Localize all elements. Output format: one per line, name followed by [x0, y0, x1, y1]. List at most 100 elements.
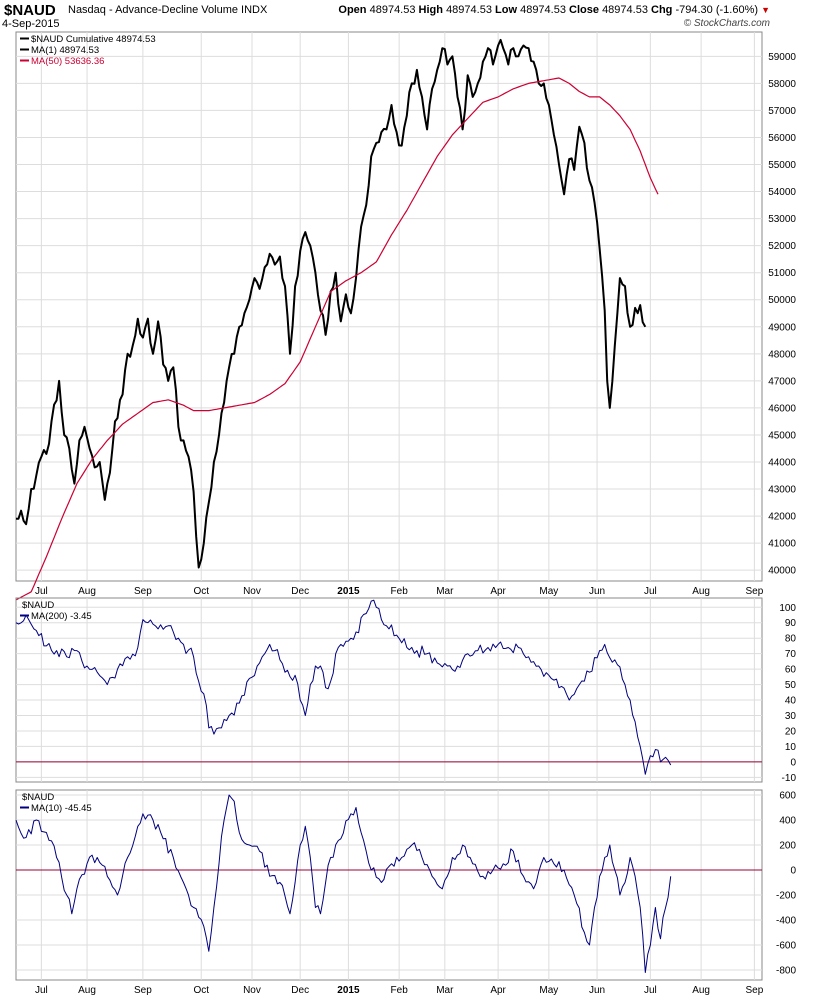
y-tick-label: 49000 — [768, 322, 796, 333]
legend-entry: MA(10) -45.45 — [31, 803, 92, 814]
down-arrow-icon: ▼ — [761, 5, 770, 15]
stockcharts-credit: © StockCharts.com — [683, 18, 770, 29]
close-value: 48974.53 — [602, 4, 648, 16]
y-tick-label: -10 — [782, 773, 797, 784]
series-line-ma-50- — [15, 77, 659, 601]
y-tick-label: 600 — [779, 791, 796, 802]
x-tick-label: Jul — [35, 985, 48, 996]
x-tick-label: Dec — [291, 985, 309, 996]
y-tick-label: 60 — [785, 665, 797, 676]
close-label: Close — [569, 4, 599, 16]
y-tick-label: 50000 — [768, 295, 796, 306]
y-tick-label: 10 — [785, 742, 797, 753]
x-tick-label: Jun — [589, 985, 605, 996]
open-label: Open — [338, 4, 367, 16]
y-tick-label: 400 — [779, 816, 796, 827]
x-tick-label: Apr — [490, 586, 506, 597]
series-line--naud-cumulative — [15, 38, 647, 569]
y-tick-label: 55000 — [768, 160, 796, 171]
chg-label: Chg — [651, 4, 673, 16]
legend-entry: MA(200) -3.45 — [31, 611, 92, 622]
y-tick-label: 46000 — [768, 403, 796, 414]
y-tick-label: 57000 — [768, 106, 796, 117]
y-tick-label: -600 — [776, 941, 796, 952]
y-tick-label: 0 — [790, 757, 796, 768]
x-tick-label: Aug — [78, 586, 96, 597]
legend-entry: $NAUD — [22, 600, 54, 611]
x-tick-label: Jun — [589, 586, 605, 597]
y-tick-label: 30 — [785, 711, 797, 722]
x-tick-label: Jul — [644, 985, 657, 996]
x-tick-label: Jul — [35, 586, 48, 597]
y-tick-label: 41000 — [768, 539, 796, 550]
x-tick-label: 2015 — [337, 586, 360, 597]
x-tick-label: May — [539, 985, 558, 996]
y-tick-label: 44000 — [768, 458, 796, 469]
legend-entry: MA(50) 53636.36 — [31, 56, 104, 67]
symbol-description: Nasdaq - Advance-Decline Volume INDX — [68, 4, 267, 16]
y-tick-label: 90 — [785, 618, 797, 629]
x-tick-label: Mar — [436, 985, 454, 996]
y-tick-label: 70 — [785, 649, 797, 660]
y-tick-label: 20 — [785, 726, 797, 737]
legend-entry: $NAUD — [22, 792, 54, 803]
symbol-title: $NAUD — [4, 2, 56, 19]
y-tick-label: 56000 — [768, 133, 796, 144]
x-tick-label: Sep — [134, 985, 152, 996]
x-tick-label: Dec — [291, 586, 309, 597]
x-tick-label: Sep — [745, 586, 763, 597]
x-tick-label: Jul — [644, 586, 657, 597]
x-tick-label: Feb — [391, 985, 409, 996]
exchange-text: INDX — [241, 4, 268, 16]
x-tick-label: Aug — [78, 985, 96, 996]
x-tick-label: Mar — [436, 586, 454, 597]
y-tick-label: -400 — [776, 916, 796, 927]
x-tick-label: Sep — [134, 586, 152, 597]
y-tick-label: 52000 — [768, 241, 796, 252]
y-tick-label: 50 — [785, 680, 797, 691]
chart-date: 4-Sep-2015 — [2, 18, 60, 30]
y-tick-label: 42000 — [768, 512, 796, 523]
y-tick-label: -200 — [776, 891, 796, 902]
high-label: High — [418, 4, 443, 16]
chg-value: -794.30 (-1.60%) — [675, 4, 759, 16]
chart-subheader: 4-Sep-2015 © StockCharts.com — [0, 18, 820, 32]
y-tick-label: 40000 — [768, 566, 796, 577]
legend-entry: $NAUD Cumulative 48974.53 — [31, 34, 156, 45]
low-value: 48974.53 — [520, 4, 566, 16]
y-tick-label: 0 — [790, 866, 796, 877]
y-tick-label: 40 — [785, 696, 797, 707]
x-tick-label: Feb — [391, 586, 409, 597]
x-tick-label: Nov — [243, 586, 261, 597]
panel-frame — [15, 789, 763, 981]
x-tick-label: Apr — [490, 985, 506, 996]
y-tick-label: 59000 — [768, 52, 796, 63]
y-tick-label: 43000 — [768, 485, 796, 496]
x-tick-label: Aug — [692, 586, 710, 597]
x-tick-label: Nov — [243, 985, 261, 996]
y-tick-label: 45000 — [768, 430, 796, 441]
series-line-ma-200- — [15, 599, 672, 775]
y-tick-label: 53000 — [768, 214, 796, 225]
y-tick-label: 200 — [779, 841, 796, 852]
y-tick-label: 48000 — [768, 349, 796, 360]
ohlc-readout: Open 48974.53 High 48974.53 Low 48974.53… — [338, 4, 770, 16]
y-tick-label: 54000 — [768, 187, 796, 198]
y-tick-label: 58000 — [768, 79, 796, 90]
description-text: Nasdaq - Advance-Decline Volume — [68, 4, 238, 16]
x-tick-label: May — [539, 586, 558, 597]
x-tick-label: Oct — [193, 586, 209, 597]
series-line-ma-10- — [15, 794, 672, 973]
y-tick-label: 51000 — [768, 268, 796, 279]
low-label: Low — [495, 4, 518, 16]
x-tick-label: 2015 — [337, 985, 360, 996]
y-tick-label: 47000 — [768, 376, 796, 387]
x-tick-label: Oct — [193, 985, 209, 996]
x-tick-label: Aug — [692, 985, 710, 996]
y-tick-label: 80 — [785, 634, 797, 645]
y-tick-label: -800 — [776, 966, 796, 977]
panel-frame — [15, 31, 763, 582]
legend-entry: MA(1) 48974.53 — [31, 45, 99, 56]
y-tick-label: 100 — [779, 603, 796, 614]
